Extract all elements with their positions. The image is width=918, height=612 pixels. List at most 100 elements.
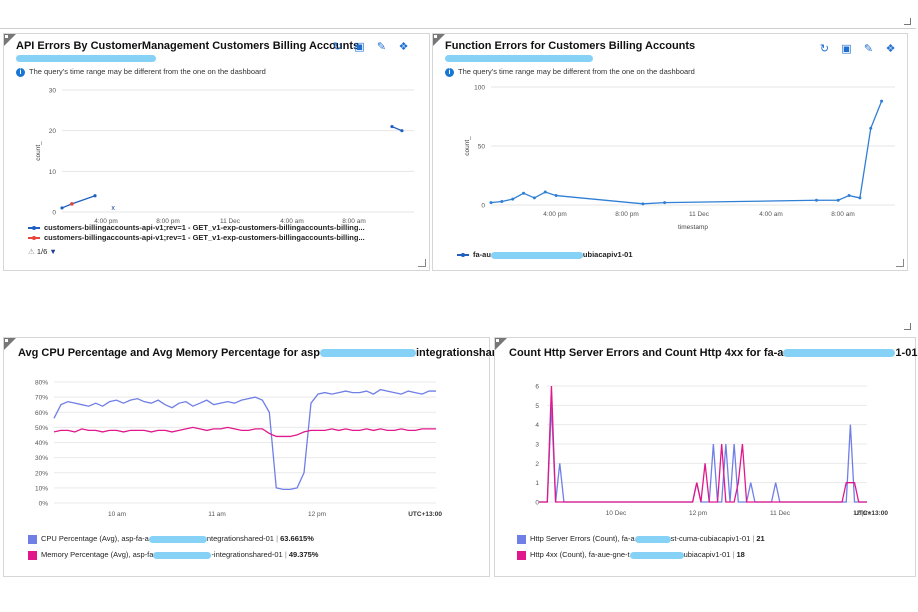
refresh-icon[interactable]: ↻ <box>332 41 343 53</box>
legend-item[interactable]: customers-billingaccounts-api-v1;rev=1 -… <box>28 233 365 242</box>
pager-text: 1/6 <box>36 247 48 256</box>
redacted-subtitle <box>445 55 593 62</box>
legend-label-end: ntegrationshared-01 <box>206 534 274 543</box>
legend-value: 63.6615% <box>280 534 314 543</box>
x-tick-label: 12 pm <box>689 510 707 517</box>
data-point <box>522 191 526 195</box>
legend-value: 18 <box>736 550 745 559</box>
edit-icon[interactable]: ✎ <box>863 43 874 55</box>
y-tick-label: 30 <box>49 88 57 95</box>
tile-cpu-memory[interactable]: Avg CPU Percentage and Avg Memory Percen… <box>3 337 525 577</box>
y-tick-label: 3 <box>535 442 539 449</box>
refresh-icon[interactable]: ↻ <box>819 43 830 55</box>
data-point <box>500 199 504 203</box>
redacted-name <box>153 551 212 559</box>
data-point <box>858 196 862 200</box>
x-marker: x <box>111 205 115 212</box>
data-point <box>847 194 851 198</box>
y-tick-label: 0 <box>52 210 56 217</box>
data-point <box>836 198 840 202</box>
x-tick-label: 10 Dec <box>606 510 627 517</box>
tile-title: API Errors By CustomerManagement Custome… <box>16 40 360 52</box>
time-range-info: i The query's time range may be different… <box>16 67 266 77</box>
resize-handle[interactable] <box>418 259 426 267</box>
y-axis-label: count_ <box>35 141 42 161</box>
tile-corner-icon <box>433 34 445 46</box>
legend-pager[interactable]: ⚠ 1/6 ▼ <box>28 247 57 256</box>
y-tick-label: 40% <box>35 440 48 447</box>
legend-item[interactable]: fa-au ubiacapiv1-01 <box>457 250 633 259</box>
data-point <box>869 126 873 130</box>
legend-item[interactable]: Http 4xx (Count), fa-aue-gne-t ubiacapiv1… <box>517 550 745 560</box>
y-tick-label: 5 <box>535 403 539 410</box>
legend-swatch <box>517 550 526 560</box>
series-line <box>53 426 436 438</box>
data-point <box>815 198 818 202</box>
x-tick-label: 12 pm <box>308 511 326 518</box>
series-line <box>539 385 867 503</box>
y-tick-label: 60% <box>35 410 48 417</box>
legend-item[interactable]: CPU Percentage (Avg), asp-fa-a ntegration… <box>28 534 314 544</box>
legend-label-end: ubiacapiv1-01 <box>683 550 731 559</box>
y-axis-label: count_ <box>464 136 471 156</box>
y-tick-label: 100 <box>474 85 485 92</box>
redacted-name <box>148 535 207 543</box>
tile-corner-icon <box>4 34 16 46</box>
data-point <box>93 194 97 198</box>
x-tick-label: 8:00 am <box>831 211 855 218</box>
y-tick-label: 4 <box>535 422 539 429</box>
resize-mark-top[interactable] <box>904 18 911 25</box>
y-tick-label: 20% <box>35 470 48 477</box>
x-tick-label: 4:00 am <box>280 218 304 225</box>
y-tick-label: 50% <box>35 425 48 432</box>
tile-http-errors[interactable]: Count Http Server Errors and Count Http … <box>494 337 917 577</box>
tile-corner-icon <box>4 338 16 350</box>
x-tick-label: 8:00 pm <box>156 218 180 225</box>
data-point <box>554 194 558 198</box>
legend-label: customers-billingaccounts-api-v1;rev=1 -… <box>44 233 365 242</box>
legend-label-start: Memory Percentage (Avg), asp-fa <box>41 550 154 559</box>
query-icon[interactable]: ▣ <box>354 41 365 53</box>
legend-item[interactable]: Memory Percentage (Avg), asp-fa -integrat… <box>28 550 318 560</box>
edit-icon[interactable]: ✎ <box>376 41 387 53</box>
resize-mark-middle[interactable] <box>904 323 911 330</box>
y-tick-label: 0 <box>481 203 485 210</box>
pin-icon[interactable]: ❖ <box>885 43 896 55</box>
x-tick-label: 11 Dec <box>220 218 241 225</box>
tile-toolbar: ↻ ▣ ✎ ❖ <box>819 44 896 55</box>
legend-label-end: st-cuma-cubiacapiv1-01 <box>670 534 751 543</box>
timezone-label: UTC+13:00 <box>854 510 888 517</box>
resize-handle[interactable] <box>896 259 904 267</box>
tile-function-errors[interactable]: Function Errors for Customers Billing Ac… <box>432 33 908 271</box>
tile-api-errors[interactable]: API Errors By CustomerManagement Custome… <box>3 33 430 271</box>
redacted-name <box>319 349 416 358</box>
series-line <box>53 388 436 491</box>
legend-label-start: CPU Percentage (Avg), asp-fa-a <box>41 534 149 543</box>
redacted-name <box>634 535 671 543</box>
series-line <box>391 125 403 132</box>
legend-label-start: Http 4xx (Count), fa-aue-gne-t <box>530 550 630 559</box>
legend-item[interactable]: Http Server Errors (Count), fa-a st-cuma-… <box>517 534 765 544</box>
legend-item[interactable]: customers-billingaccounts-api-v1;rev=1 -… <box>28 223 365 232</box>
title-start: Avg CPU Percentage and Avg Memory Percen… <box>18 347 320 359</box>
query-icon[interactable]: ▣ <box>841 43 852 55</box>
x-tick-label: 8:00 pm <box>615 211 639 218</box>
function-errors-chart: 0 50 100 4:00 pm 8:00 pm 11 Dec 4:00 am 8:00 am… <box>464 85 895 231</box>
x-axis-label: timestamp <box>678 224 708 231</box>
tile-title: Count Http Server Errors and Count Http … <box>509 347 917 359</box>
data-point <box>663 201 667 205</box>
legend-label: customers-billingaccounts-api-v1;rev=1 -… <box>44 223 365 232</box>
data-point <box>60 206 64 210</box>
chevron-down-icon[interactable]: ▼ <box>49 247 57 256</box>
y-tick-label: 2 <box>535 461 539 468</box>
data-point <box>543 190 547 194</box>
pin-icon[interactable]: ❖ <box>398 41 409 53</box>
tile-title: Avg CPU Percentage and Avg Memory Percen… <box>18 347 525 359</box>
x-tick-label: 11 Dec <box>770 510 791 517</box>
y-tick-label: 10% <box>35 485 48 492</box>
legend-swatch <box>517 534 526 544</box>
title-end: 1-01 <box>895 347 918 359</box>
data-point <box>532 196 536 200</box>
y-tick-label: 10 <box>49 169 57 176</box>
x-tick-label: 4:00 pm <box>94 218 118 225</box>
